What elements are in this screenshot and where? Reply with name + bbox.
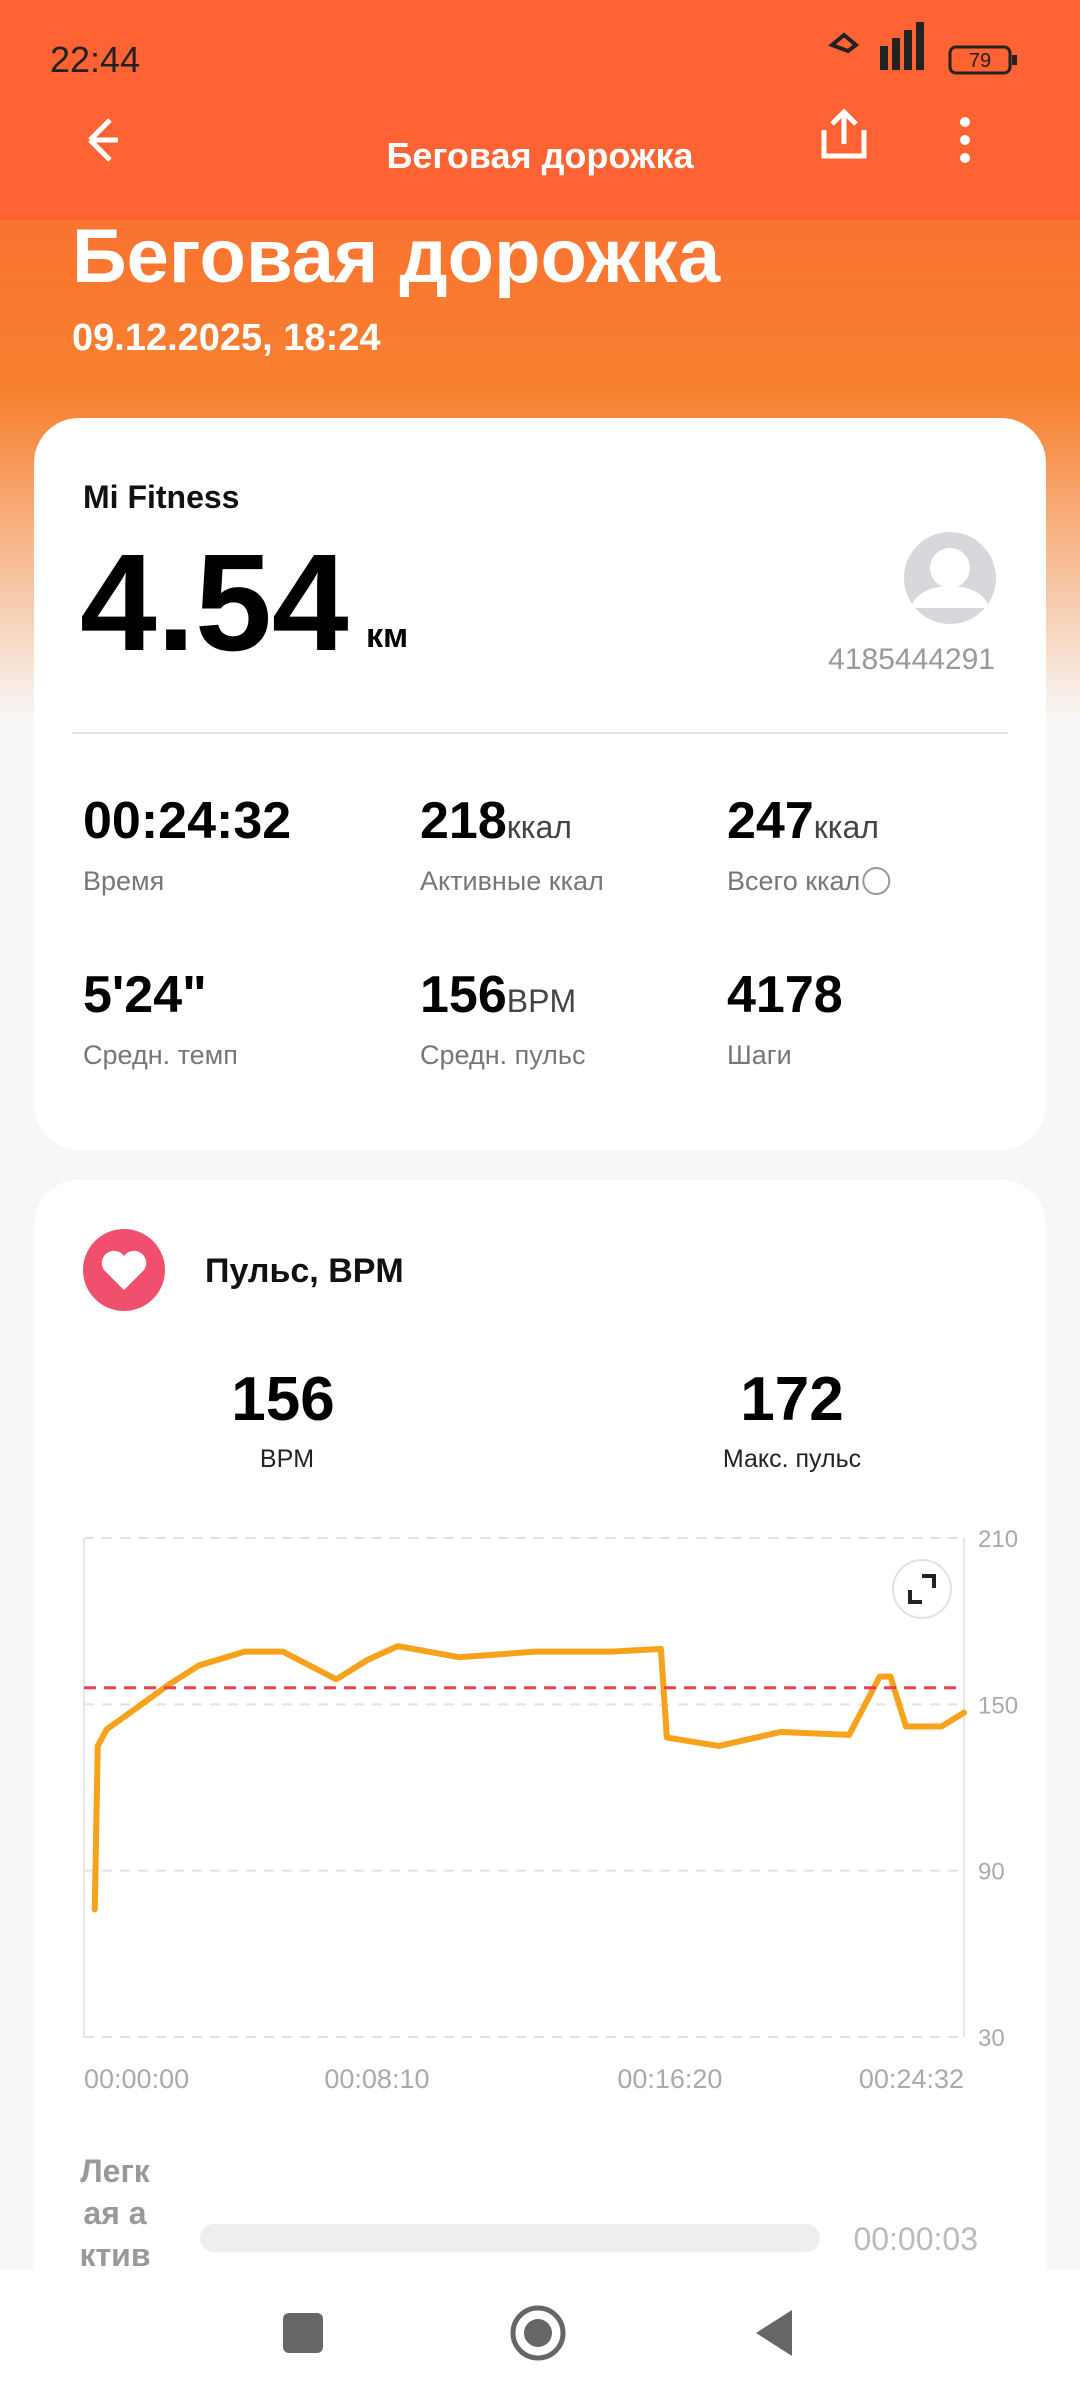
status-time: 22:44 xyxy=(50,39,140,80)
status-icons xyxy=(828,22,1017,75)
menu-button[interactable] xyxy=(960,117,970,163)
y-tick-label: 150 xyxy=(978,1692,1018,1719)
stat-value: 218ккал xyxy=(420,792,572,850)
hr-line xyxy=(91,1643,967,1913)
hr-chart: 30 90 150 210 00:00:00 00:08:10 00:16:20 00:24:… xyxy=(83,1526,1018,2094)
zone-label: Легкая актив xyxy=(79,2153,151,2270)
max-hr: 172 xyxy=(740,1365,843,1434)
zone-bar xyxy=(200,2224,820,2252)
x-tick-label: 00:16:20 xyxy=(617,2064,722,2094)
x-tick-label: 00:00:00 xyxy=(84,2064,189,2094)
heart-card xyxy=(34,1180,1046,2380)
stat-value: 5'24" xyxy=(83,966,207,1024)
stat-label: Время xyxy=(83,866,164,896)
avatar[interactable] xyxy=(904,532,996,624)
stat-label: Средн. пульс xyxy=(420,1040,585,1070)
stat-label: Всего ккал xyxy=(727,866,860,896)
stat-number: 4178 xyxy=(727,966,843,1024)
avg-hr: 156 xyxy=(231,1365,334,1434)
y-tick-label: 90 xyxy=(978,1859,1005,1886)
y-tick-label: 30 xyxy=(978,2025,1005,2052)
stat-number: 218 xyxy=(420,792,507,850)
battery-level: 79 xyxy=(969,50,991,72)
stat-value: 247ккал xyxy=(727,792,879,850)
distance-unit: км xyxy=(366,617,408,655)
source: Mi Fitness xyxy=(83,479,239,515)
zone-label-box: Легкая актив xyxy=(79,2153,151,2270)
nav-recents[interactable] xyxy=(283,2313,323,2353)
stat-label: Активные ккал xyxy=(420,866,604,896)
stat-number: 156 xyxy=(420,966,507,1024)
nav-home[interactable] xyxy=(510,2305,566,2361)
back-button[interactable] xyxy=(88,118,118,162)
heart-title: Пульс, BPM xyxy=(205,1252,404,1290)
x-tick-label: 00:24:32 xyxy=(859,2064,964,2094)
toolbar-bg xyxy=(0,0,1080,220)
expand-button[interactable] xyxy=(892,1559,952,1619)
stat-label: Средн. темп xyxy=(83,1040,238,1070)
stat-label: Шаги xyxy=(727,1040,792,1070)
stat-unit: BPM xyxy=(507,983,576,1019)
max-hr-label: Макс. пульс xyxy=(723,1445,861,1473)
summary-card xyxy=(34,418,1046,1150)
stat-number: 00:24:32 xyxy=(83,792,291,850)
stat-value: 4178 xyxy=(727,966,843,1024)
page-title: Беговая дорожка xyxy=(72,214,721,299)
stat-number: 5'24" xyxy=(83,966,207,1024)
x-tick-label: 00:08:10 xyxy=(324,2064,429,2094)
workout-date: 09.12.2025, 18:24 xyxy=(72,317,381,359)
stat-value: 00:24:32 xyxy=(83,792,291,850)
y-tick-label: 210 xyxy=(978,1526,1018,1553)
nav-back[interactable] xyxy=(756,2310,792,2356)
stat-value: 156BPM xyxy=(420,966,576,1024)
user-id: 4185444291 xyxy=(828,643,995,676)
heart-icon xyxy=(101,1250,147,1290)
stat-unit: ккал xyxy=(814,809,879,845)
stat-unit: ккал xyxy=(507,809,572,845)
zone-time: 00:00:03 xyxy=(853,2221,978,2257)
avg-hr-label: BPM xyxy=(260,1445,314,1473)
toolbar-title: Беговая дорожка xyxy=(386,135,694,176)
stat-number: 247 xyxy=(727,792,814,850)
info-icon xyxy=(862,867,891,895)
share-button[interactable] xyxy=(821,108,867,159)
distance: 4.54 xyxy=(80,526,349,680)
